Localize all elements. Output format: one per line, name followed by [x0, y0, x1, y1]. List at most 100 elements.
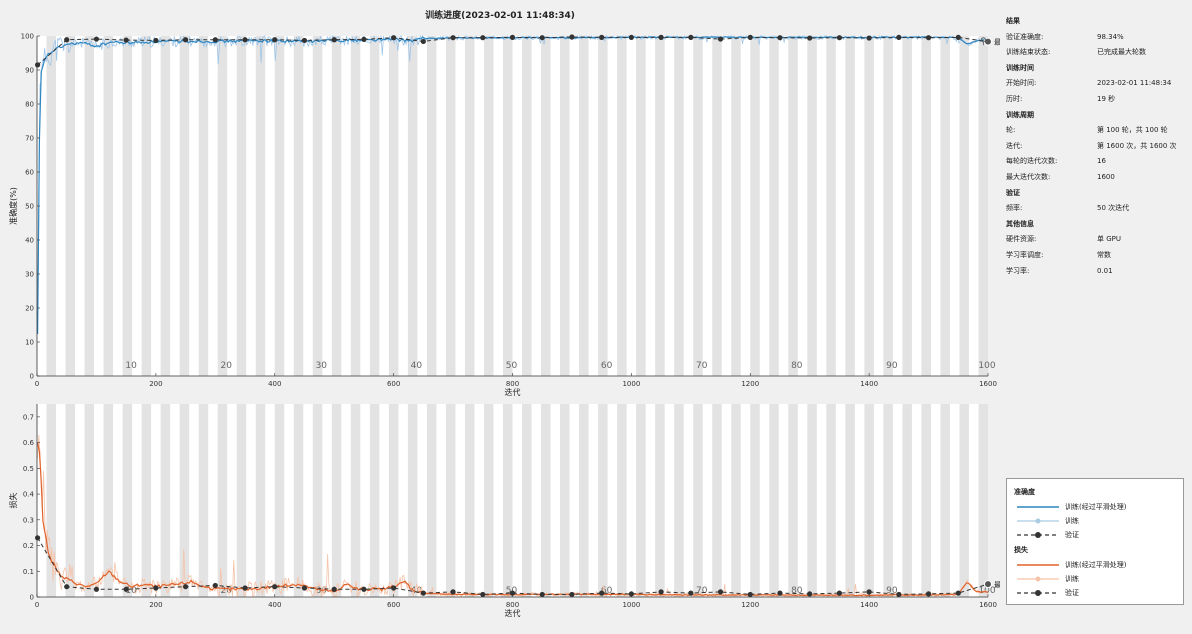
epoch-stripe [407, 36, 418, 376]
y-tick-label: 0.6 [23, 439, 35, 447]
validation-point [628, 34, 634, 40]
x-tick-label: 1400 [860, 601, 878, 609]
y-tick-label: 0 [30, 373, 34, 381]
epoch-stripe [122, 36, 133, 376]
validation-point [777, 590, 783, 596]
validation-point [450, 35, 456, 41]
info-key: 验证准确度: [1006, 32, 1044, 41]
epoch-stripe [940, 36, 950, 376]
epoch-stripe [560, 36, 570, 376]
epoch-stripe [655, 404, 665, 597]
validation-point [747, 34, 753, 40]
legend-loss-validation-label: 验证 [1065, 589, 1079, 597]
validation-point [925, 35, 932, 41]
y-tick-label: 30 [25, 271, 34, 279]
validation-point [242, 37, 248, 43]
validation-point [658, 589, 664, 595]
epoch-label: 90 [886, 586, 898, 596]
validation-point [688, 590, 694, 596]
epoch-stripe [712, 36, 722, 376]
epoch-stripe [388, 404, 399, 597]
validation-point [212, 37, 218, 43]
validation-point [301, 37, 308, 44]
y-tick-label: 0.1 [23, 568, 34, 576]
validation-point [599, 34, 605, 40]
x-tick-label: 200 [149, 601, 162, 609]
epoch-label: 50 [506, 361, 518, 371]
epoch-stripe [693, 404, 703, 597]
info-value: 单 GPU [1097, 235, 1121, 244]
epoch-stripe [445, 36, 456, 376]
epoch-label: 20 [220, 586, 232, 596]
info-row: 训练结束状态: 已完成最大轮数 [1006, 45, 1186, 61]
epoch-stripe [293, 404, 304, 597]
validation-point [480, 591, 486, 598]
validation-point [64, 37, 70, 43]
info-key: 最大迭代次数: [1006, 172, 1051, 181]
epoch-stripe [274, 36, 285, 376]
epoch-stripe [560, 404, 570, 597]
info-value: 1600 [1097, 172, 1115, 181]
epoch-stripe [179, 36, 190, 376]
validation-point [866, 589, 872, 595]
info-value: 50 次迭代 [1097, 204, 1130, 213]
epoch-stripe [522, 36, 532, 376]
info-value: 19 秒 [1097, 94, 1116, 103]
epoch-stripe [464, 404, 475, 597]
validation-point [272, 584, 278, 590]
validation-point [331, 37, 337, 43]
validation-point [331, 586, 337, 592]
epoch-stripe [541, 404, 551, 597]
legend-acc-train: 训练 [1015, 515, 1180, 527]
legend-loss-train-label: 训练 [1065, 575, 1079, 583]
epoch-label: 40 [411, 586, 423, 596]
validation-point [182, 37, 189, 43]
validation-point [34, 62, 41, 68]
epoch-label: 90 [886, 361, 898, 371]
epoch-stripe [483, 36, 494, 376]
loss-chart: 102030405060708090100最终02004006008001000… [8, 404, 1000, 618]
epoch-stripe [712, 404, 722, 597]
epoch-label: 60 [601, 361, 613, 371]
info-section-title: 其他信息 [1006, 219, 1034, 228]
info-section-title: 训练时间 [1006, 63, 1034, 72]
epoch-stripe [369, 404, 380, 597]
x-tick-label: 1200 [741, 601, 759, 609]
epoch-label: 60 [601, 586, 613, 596]
validation-point [420, 38, 426, 45]
legend-acc-train-label: 训练 [1065, 517, 1079, 525]
validation-point [807, 35, 813, 41]
x-tick-label: 1000 [622, 601, 640, 609]
epoch-stripe [579, 36, 589, 376]
legend-panel: 准确度 训练(经过平滑处理) 训练 验证 损失 训练(经过平滑处理) 训练 验证 [1006, 478, 1184, 605]
epoch-stripe [293, 36, 304, 376]
epoch-stripe [750, 36, 760, 376]
epoch-stripe [693, 36, 703, 376]
epoch-stripe [731, 404, 741, 597]
info-row: 迭代: 第 1600 次，共 1600 次 [1006, 139, 1186, 155]
y-tick-label: 20 [25, 305, 34, 313]
epoch-stripe [122, 404, 133, 597]
epoch-stripe [255, 404, 266, 597]
epoch-stripe [274, 404, 285, 597]
validation-point [64, 584, 70, 590]
validation-point [123, 586, 129, 592]
epoch-stripe [103, 404, 114, 597]
validation-point [599, 590, 605, 596]
info-value: 常数 [1097, 250, 1111, 259]
chart-title: 训练进度(2023-02-01 11:48:34) [425, 11, 575, 21]
y-tick-label: 80 [25, 101, 34, 109]
epoch-label: 70 [696, 586, 708, 596]
x-tick-label: 0 [35, 380, 39, 388]
epoch-stripe [426, 36, 437, 376]
info-key: 学习率调度: [1006, 250, 1044, 259]
epoch-stripe [807, 36, 817, 376]
y-tick-label: 0.3 [23, 516, 34, 524]
info-key: 迭代: [1006, 141, 1023, 150]
info-row: 验证准确度: 98.34% [1006, 30, 1186, 46]
epoch-stripe [46, 36, 57, 376]
y-tick-label: 0.4 [23, 491, 35, 499]
validation-point [658, 34, 664, 40]
validation-line [37, 537, 989, 595]
epoch-label: 80 [791, 586, 803, 596]
